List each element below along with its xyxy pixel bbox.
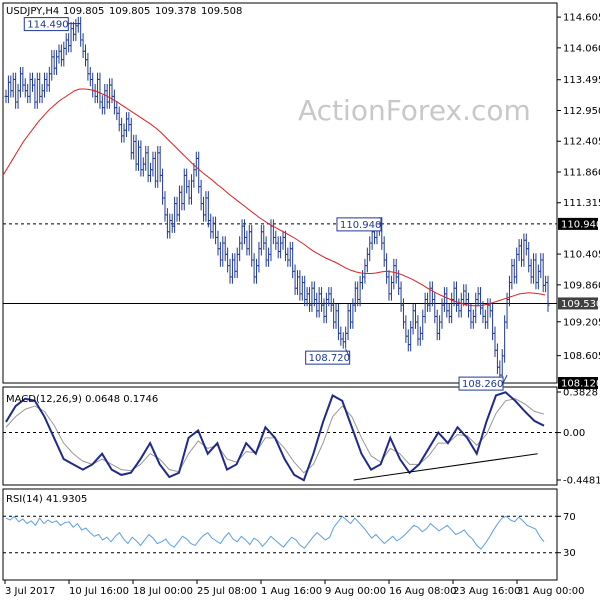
price-tick-label: 112.950 — [563, 106, 600, 117]
annotation-label: 108.720 — [309, 353, 350, 364]
header-low: 109.378 — [155, 6, 196, 17]
price-tick-label: 114.605 — [563, 13, 600, 24]
x-tick-label: 31 Aug 00:00 — [517, 586, 584, 597]
macd-trendline — [353, 453, 538, 481]
price-bars — [4, 16, 550, 382]
rsi-tick-label: 30 — [563, 548, 576, 559]
price-tick-label: 109.860 — [563, 280, 600, 291]
annotation-leader — [345, 348, 351, 358]
x-tick-label: 16 Aug 08:00 — [389, 586, 456, 597]
sma-line — [2, 88, 546, 307]
header-high: 109.805 — [109, 6, 150, 17]
annotation-box — [458, 376, 504, 391]
price-tick-label: 113.495 — [563, 75, 600, 86]
header-close: 109.508 — [201, 6, 242, 17]
x-tick-label: 25 Jul 08:00 — [197, 586, 257, 597]
price-tick-label: 112.405 — [563, 137, 600, 148]
price-tick-label: 109.205 — [563, 317, 600, 328]
annotation-box — [305, 350, 351, 365]
watermark: ActionForex.com — [298, 94, 531, 127]
x-tick-label: 23 Aug 16:00 — [453, 586, 520, 597]
macd-line — [5, 391, 545, 482]
x-tick-label: 1 Aug 16:00 — [261, 586, 322, 597]
price-tick-label: 111.315 — [563, 198, 600, 209]
level-tag-label: 108.120 — [561, 379, 600, 390]
level-tag — [558, 297, 598, 310]
macd-tick-label: 0.00 — [563, 428, 585, 439]
rsi-line — [5, 515, 545, 550]
macd-tick-label: -0.4481 — [563, 476, 600, 487]
rsi-label: RSI(14) 41.9305 — [6, 494, 87, 505]
x-tick-label: 3 Jul 2017 — [5, 586, 55, 597]
price-tick-label: 111.860 — [563, 167, 600, 178]
annotation-leader — [502, 374, 508, 384]
rsi-tick-label: 70 — [563, 512, 576, 523]
x-tick-label: 10 Jul 16:00 — [69, 586, 129, 597]
level-tag-label: 110.940 — [561, 219, 600, 230]
price-tick-label: 114.060 — [563, 43, 600, 54]
macd-label: MACD(12,26,9) 0.0648 0.1746 — [6, 394, 158, 405]
price-tick-label: 108.605 — [563, 351, 600, 362]
x-tick-label: 18 Jul 00:00 — [133, 586, 193, 597]
macd-panel — [2, 386, 558, 486]
x-tick-label: 9 Aug 00:00 — [325, 586, 386, 597]
level-tag-label: 109.530 — [561, 299, 600, 310]
header-open: 109.805 — [63, 6, 104, 17]
annotation-box — [23, 17, 69, 32]
level-tag — [558, 377, 598, 389]
rsi-panel — [2, 488, 558, 581]
macd-signal-line — [5, 398, 545, 474]
macd-tick-label: 0.3828 — [563, 388, 598, 399]
price-tick-label: 110.405 — [563, 250, 600, 261]
annotation-label: 110.940 — [340, 220, 381, 231]
level-tag — [558, 217, 598, 230]
annotation-label: 108.260 — [462, 379, 503, 390]
header-symbol: USDJPY,H4 — [6, 6, 59, 17]
annotation-label: 114.490 — [27, 20, 68, 31]
